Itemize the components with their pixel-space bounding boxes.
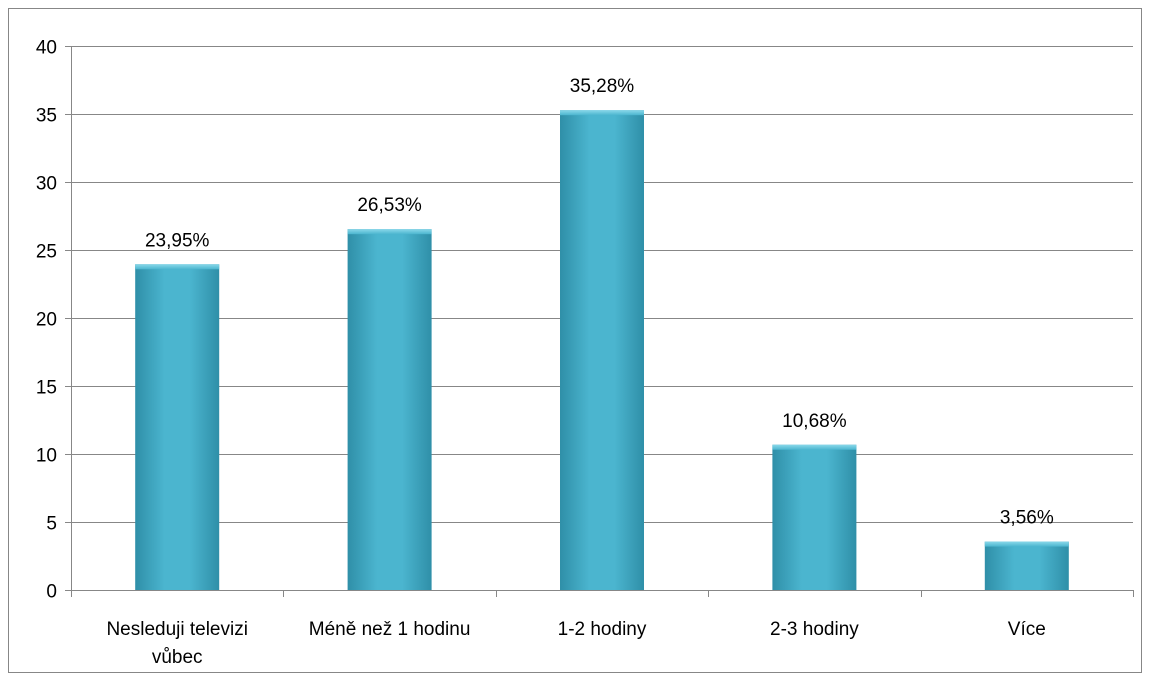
bars: [135, 110, 1069, 590]
data-label: 3,56%: [1000, 508, 1054, 529]
y-tick-label: 20: [36, 310, 57, 331]
bar: [347, 229, 432, 590]
data-label: 23,95%: [145, 230, 210, 251]
bar: [772, 444, 857, 590]
x-tick-label: 2-3 hodiny: [770, 619, 859, 640]
bar: [135, 264, 220, 590]
x-tick-label: 1-2 hodiny: [558, 619, 647, 640]
y-tick-label: 0: [46, 582, 57, 603]
y-tick-label: 35: [36, 106, 57, 127]
bar-highlight: [135, 264, 220, 270]
y-tick-label: 15: [36, 378, 57, 399]
bar-highlight: [560, 110, 644, 116]
data-label: 35,28%: [570, 76, 635, 97]
labels: 0 5 10 15 20 25 30 35 40 23,95% Nesleduji televizi…: [36, 38, 1054, 669]
y-tick-label: 25: [36, 242, 57, 263]
y-tick-label: 30: [36, 174, 57, 195]
chart-border: [8, 8, 1142, 673]
bar-highlight: [347, 229, 432, 235]
data-label: 26,53%: [357, 195, 422, 216]
y-tick-label: 40: [36, 38, 57, 59]
data-label: 10,68%: [782, 411, 847, 432]
bar-highlight: [984, 541, 1069, 547]
bar-highlight: [772, 444, 857, 450]
axes: [65, 46, 1134, 597]
y-tick-label: 5: [46, 514, 57, 535]
gridlines: [65, 46, 1133, 523]
x-tick-label: Více: [1008, 619, 1046, 640]
bar: [984, 541, 1069, 590]
x-tick-label: vůbec: [152, 647, 203, 668]
bar: [560, 110, 644, 590]
x-tick-label: Nesleduji televizi: [106, 619, 248, 640]
x-tick-label: Méně než 1 hodinu: [309, 619, 471, 640]
y-tick-label: 10: [36, 446, 57, 467]
